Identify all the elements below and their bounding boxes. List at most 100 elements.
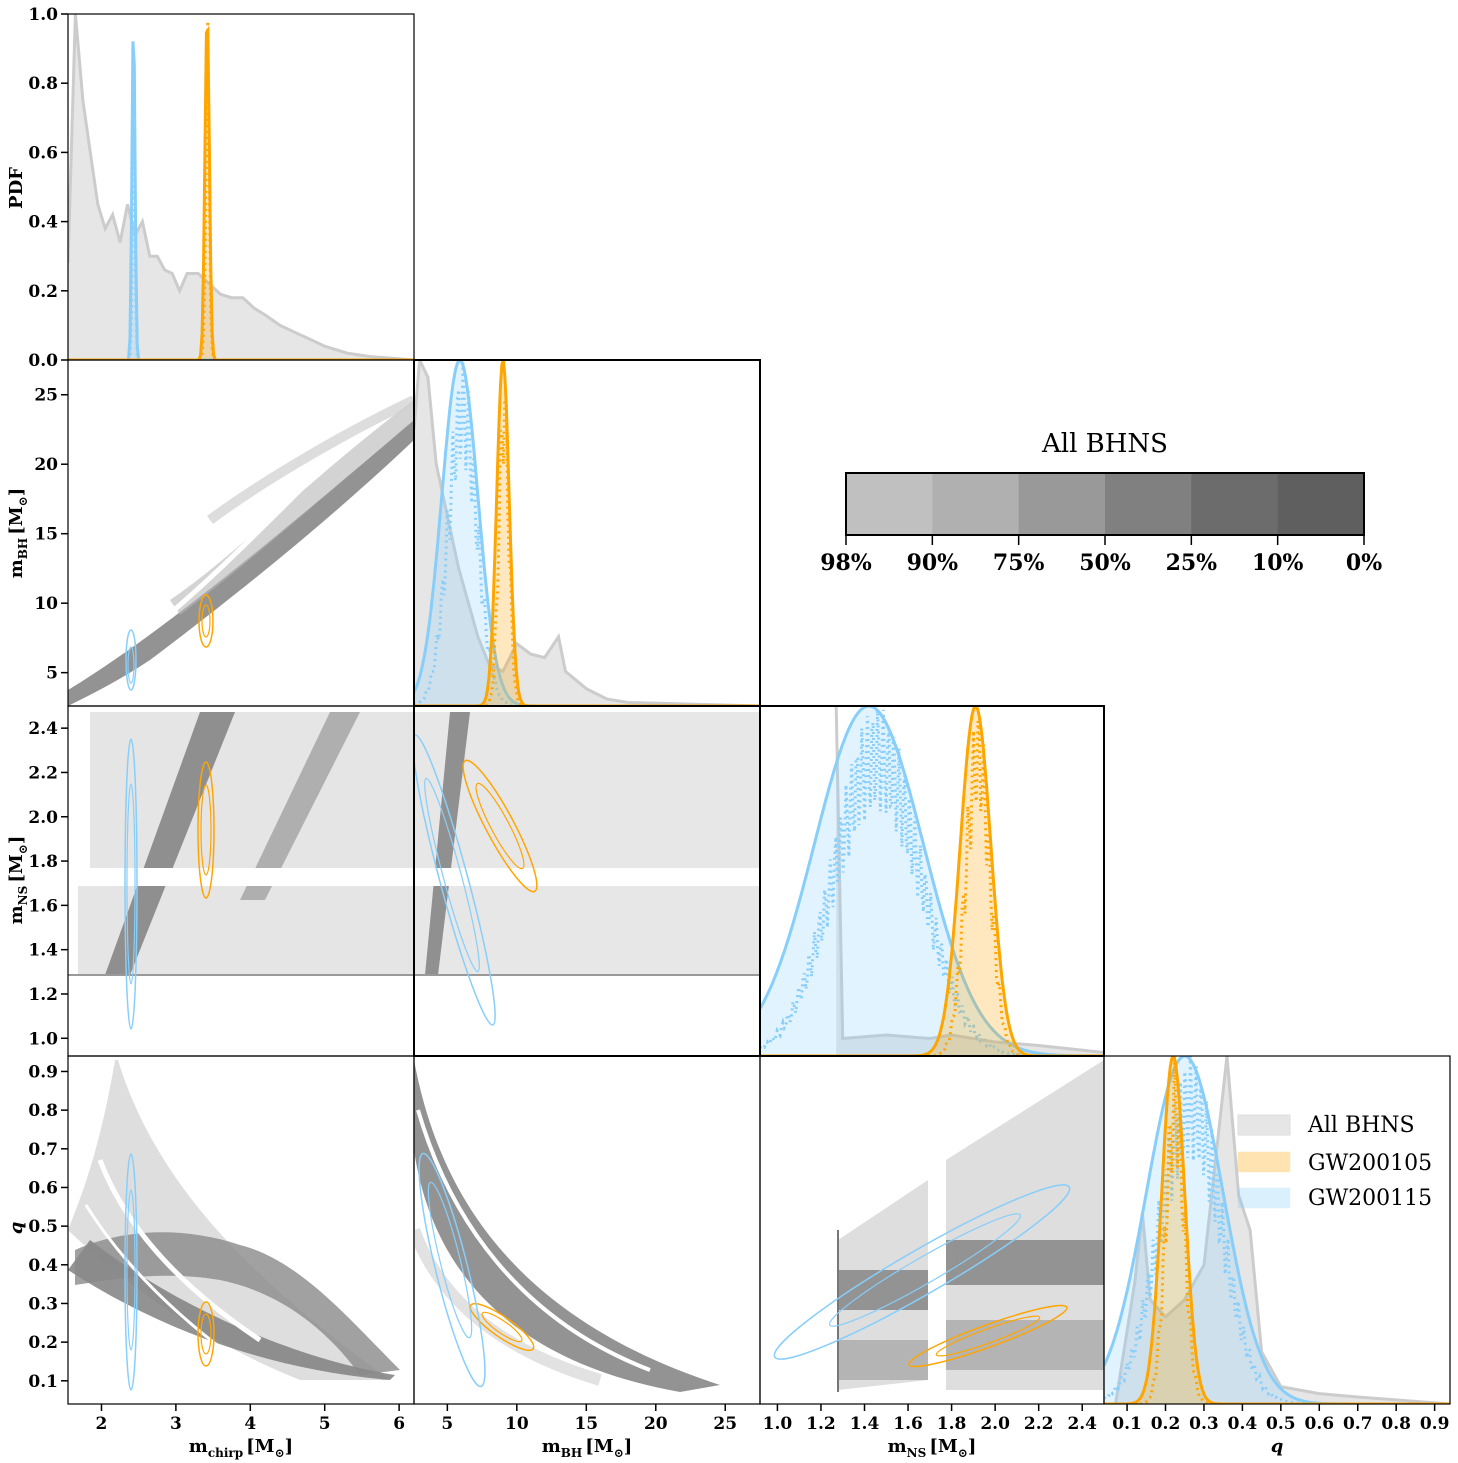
y-tick-label: 0.3 [28, 1294, 58, 1314]
x-tick-label: 0.9 [1420, 1414, 1450, 1434]
q-y-axis-label: q [6, 1222, 27, 1235]
y-tick-label: 1.0 [28, 5, 58, 25]
panel-mbh-pdf [413, 359, 761, 707]
x-tick-label: 0.7 [1343, 1414, 1373, 1434]
pdf-line-all-bhns [68, 14, 414, 360]
y-tick-label: 0.2 [28, 282, 58, 302]
ellipse-gw200105 [197, 761, 215, 899]
y-tick-label: 0.0 [28, 351, 58, 371]
y-tick-label: 0.8 [28, 1101, 58, 1121]
x-tick-label: 1.2 [806, 1414, 836, 1434]
y-tick-label: 25 [34, 386, 58, 406]
pdf-line-gw200105 [760, 706, 1104, 1056]
colorbar-tick-label: 50% [1079, 550, 1131, 576]
colorbar-segment [1018, 473, 1106, 535]
x-tick-label: 6 [393, 1414, 405, 1434]
panel-mbh-q [413, 1055, 761, 1405]
colorbar-tick-label: 90% [907, 550, 959, 576]
pdf-line-all-bhns [1114, 1056, 1450, 1404]
x-tick-label: 0.5 [1266, 1414, 1296, 1434]
pdf-fill-all-bhns [68, 14, 414, 360]
y-tick-label: 1.8 [28, 852, 58, 872]
colorbar-tick-label: 98% [820, 550, 872, 576]
pdf-fill-gw200105 [414, 360, 760, 706]
panel-mchirp-pdf [67, 13, 415, 361]
x-tick-label: 0.4 [1228, 1414, 1258, 1434]
mchirp-x-axis-label: mchirp [M⊙] [189, 1436, 293, 1460]
ellipse-gw200115 [418, 1152, 486, 1388]
y-tick-label: 0.1 [28, 1372, 58, 1392]
y-tick-label: 1.0 [28, 1029, 58, 1049]
y-tick-label: 0.6 [28, 1178, 58, 1198]
x-tick-label: 25 [713, 1414, 737, 1434]
y-tick-label: 20 [34, 455, 58, 475]
pdf-line-all-bhns [414, 360, 760, 706]
colorbar-segment [1191, 473, 1279, 535]
colorbar-tick-label: 0% [1346, 550, 1382, 576]
legend-swatch-gw200105 [1237, 1151, 1291, 1173]
colorbar-segment [846, 473, 933, 535]
y-tick-label: 10 [34, 594, 58, 614]
y-tick-label: 5 [46, 664, 58, 684]
colorbar-segment [1277, 473, 1365, 535]
x-tick-label: 2 [96, 1414, 108, 1434]
x-tick-label: 5 [319, 1414, 331, 1434]
pdf-fill-gw200115 [414, 360, 760, 706]
colorbar-tick-label: 10% [1252, 550, 1304, 576]
colorbar-segment [932, 473, 1020, 535]
x-tick-label: 2.4 [1067, 1414, 1097, 1434]
y-tick-label: 0.4 [28, 213, 58, 233]
x-tick-label: 4 [244, 1414, 256, 1434]
legend: All BHNS GW200105 GW200115 [1237, 1113, 1432, 1211]
y-tick-label: 2.4 [28, 719, 58, 739]
pdf-line-all-bhns [834, 706, 1104, 1054]
q-x-axis-label: q [1271, 1436, 1284, 1457]
ellipse-gw200105 [197, 1301, 215, 1367]
x-tick-label: 1.4 [850, 1414, 880, 1434]
scatter-band [68, 420, 414, 706]
colorbar: All BHNS 98% 90% 75% 50% 25% 10% 0% [820, 429, 1382, 576]
x-tick-label: 10 [505, 1414, 529, 1434]
x-tick-label: 0.8 [1381, 1414, 1411, 1434]
y-tick-label: 0.7 [28, 1140, 58, 1160]
x-tick-label: 0.6 [1304, 1414, 1334, 1434]
legend-label-gw200115: GW200115 [1308, 1186, 1432, 1211]
x-tick-label: 1.0 [763, 1414, 793, 1434]
y-tick-label: 0.4 [28, 1256, 58, 1276]
ellipse-gw200105 [198, 594, 214, 648]
pdf-axis-label: PDF [6, 167, 27, 209]
legend-label-all: All BHNS [1307, 1113, 1415, 1138]
y-tick-label: 0.2 [28, 1333, 58, 1353]
y-tick-label: 1.6 [28, 896, 58, 916]
pdf-fill-all-bhns [414, 360, 760, 706]
pdf-line-gw200105 [1104, 1056, 1450, 1404]
y-tick-label: 1.2 [28, 985, 58, 1005]
ellipse-gw200105 [462, 759, 538, 893]
y-tick-label: 15 [34, 525, 58, 545]
panel-mns-q [759, 1055, 1105, 1405]
ellipse-gw200115 [773, 1184, 1071, 1360]
ellipse-gw200115 [124, 738, 138, 1030]
colorbar-tick-label: 75% [993, 550, 1045, 576]
ellipse-gw200105 [469, 1302, 535, 1352]
mns-x-axis-label: mNS [M⊙] [888, 1436, 977, 1460]
x-tick-label: 2.2 [1024, 1414, 1054, 1434]
panel-mns-pdf [759, 705, 1105, 1057]
panel-mchirp-mbh [67, 359, 415, 707]
x-tick-label: 15 [574, 1414, 598, 1434]
ellipse-gw200115 [414, 734, 496, 1026]
x-tick-label: 1.8 [937, 1414, 967, 1434]
pdf-line-gw200115 [760, 706, 1104, 1056]
y-tick-label: 2.0 [28, 808, 58, 828]
x-tick-label: 20 [644, 1414, 668, 1434]
y-tick-label: 2.2 [28, 763, 58, 783]
pdf-fill-all-bhns [1115, 1056, 1450, 1404]
y-tick-label: 0.9 [28, 1062, 58, 1082]
scatter-band [207, 395, 414, 525]
panel-mchirp-mns [67, 705, 415, 1057]
x-tick-label: 1.6 [893, 1414, 923, 1434]
ellipse-gw200115 [125, 629, 137, 691]
ellipse-gw200105 [908, 1304, 1068, 1368]
ellipse-gw200115 [124, 1153, 138, 1391]
